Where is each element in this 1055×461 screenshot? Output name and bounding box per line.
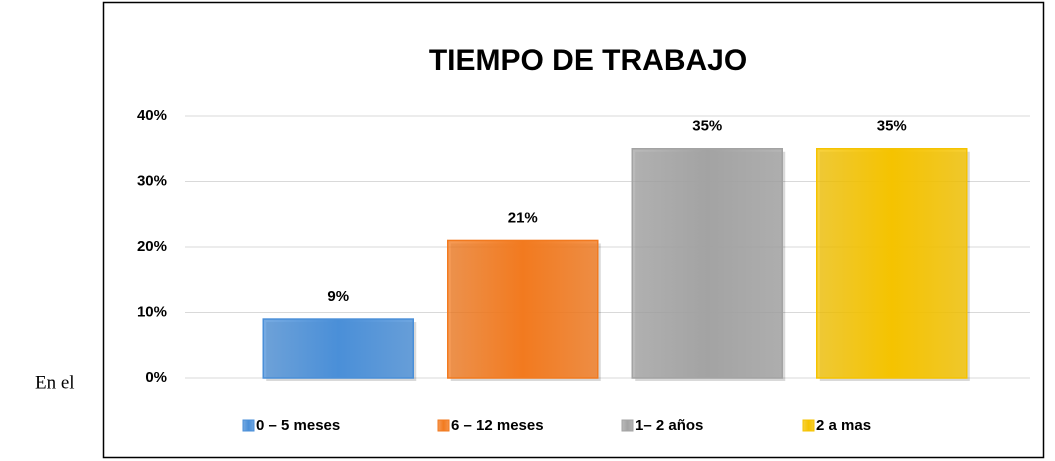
bar	[447, 239, 599, 379]
y-tick-label: 10%	[137, 303, 167, 320]
bar	[631, 148, 783, 379]
bar	[816, 148, 968, 379]
legend-label: 0 – 5 meses	[256, 417, 340, 434]
legend-label: 2 a mas	[816, 417, 871, 434]
legend-swatch	[437, 419, 450, 432]
y-tick-label: 30%	[137, 172, 167, 189]
legend-swatch	[802, 419, 815, 432]
chart-title: TIEMPO DE TRABAJO	[429, 44, 747, 77]
value-label: 9%	[327, 288, 349, 305]
legend-label: 6 – 12 meses	[451, 417, 544, 434]
y-tick-label: 40%	[137, 107, 167, 124]
bar	[262, 318, 414, 379]
legend-label: 1– 2 años	[635, 417, 703, 434]
value-label: 35%	[692, 118, 722, 135]
value-label: 35%	[877, 118, 907, 135]
value-label: 21%	[508, 209, 538, 226]
y-tick-label: 20%	[137, 238, 167, 255]
y-tick-label: 0%	[145, 369, 167, 386]
side-text: En el	[35, 372, 75, 393]
legend-swatch	[242, 419, 255, 432]
legend-swatch	[621, 419, 634, 432]
chart-border	[102, 1, 1045, 459]
